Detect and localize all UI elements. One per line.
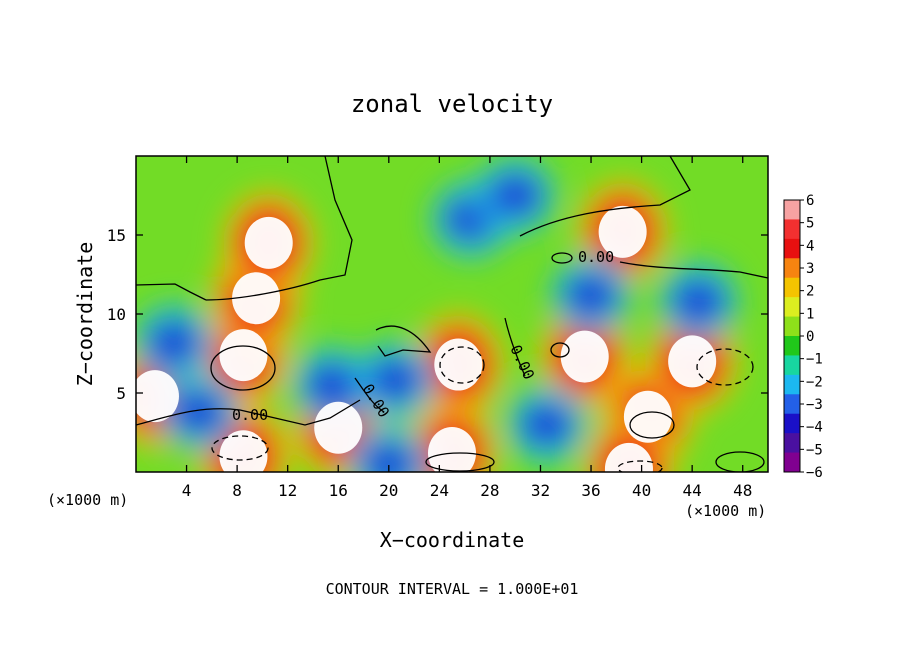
zero-contour <box>619 261 768 279</box>
heatmap-field: 0.00 0.00 0.00 0.00 <box>136 156 768 472</box>
negative-anomaly-core <box>305 363 359 408</box>
colorbar-swatch <box>784 200 800 220</box>
colorbar: 6 5 4 3 2 1 0 −1 −2 −3 −4 −5 −6 <box>783 193 823 481</box>
colorbar-tick-label: 2 <box>806 284 814 300</box>
saturated-core <box>244 216 293 269</box>
colorbar-tick-label: −6 <box>806 465 823 481</box>
colorbar-swatch <box>784 413 800 434</box>
zero-contour <box>136 399 361 426</box>
y-axis: 5 10 15 <box>107 226 768 403</box>
x-tick-label: 8 <box>232 481 242 500</box>
x-tick-label: 44 <box>683 481 702 500</box>
colorbar-tick-label: 6 <box>806 193 814 209</box>
zero-contour <box>136 283 207 301</box>
negative-anomaly-core <box>147 320 201 365</box>
y-tick-label: 10 <box>107 305 126 324</box>
x-tick-label: 32 <box>531 481 550 500</box>
x-tick-label: 48 <box>733 481 752 500</box>
colorbar-swatch <box>784 316 800 337</box>
saturated-core <box>427 427 477 472</box>
x-tick-label: 16 <box>329 481 348 500</box>
colorbar-swatch <box>784 336 800 356</box>
contour-ring <box>550 342 570 358</box>
saturated-core <box>560 330 609 383</box>
colorbar-tick-label: 0 <box>806 329 814 345</box>
x-tick-label: 20 <box>379 481 398 500</box>
colorbar-swatch <box>784 297 800 318</box>
contour-ring <box>629 411 675 439</box>
y-tick-label: 5 <box>116 384 126 403</box>
saturated-core <box>232 272 281 325</box>
x-tick-label: 24 <box>430 481 449 500</box>
x-axis-label: X−coordinate <box>380 528 525 552</box>
contour-lines <box>136 156 768 472</box>
dashed-contour <box>617 460 663 472</box>
saturated-core <box>668 335 717 388</box>
dashed-contour <box>439 346 485 384</box>
dashed-contour <box>211 435 269 461</box>
saturated-core <box>219 430 268 472</box>
colorbar-tick-label: 1 <box>806 306 814 322</box>
y-axis-label: Z−coordinate <box>73 242 97 387</box>
negative-anomaly-core <box>368 358 422 403</box>
negative-anomaly-core <box>520 402 574 447</box>
colorbar-tick-label: 3 <box>806 261 814 277</box>
x-unit-right: (×1000 m) <box>685 502 766 520</box>
dashed-contour <box>696 348 754 386</box>
contour-ring <box>715 451 765 472</box>
negative-anomaly-core <box>671 279 726 324</box>
colorbar-tick-label: −3 <box>806 397 823 413</box>
colorbar-tick-label: −1 <box>806 352 823 368</box>
x-unit-left: (×1000 m) <box>47 491 128 509</box>
zero-contour <box>375 325 432 357</box>
zero-contour <box>519 156 691 237</box>
negative-anomaly-core <box>564 273 618 318</box>
zero-contour <box>504 317 526 377</box>
saturated-core <box>219 329 268 382</box>
colorbar-swatch <box>784 433 800 454</box>
negative-anomaly-core <box>362 442 416 472</box>
negative-anomaly-core <box>172 389 226 434</box>
contour-interval-note: CONTOUR INTERVAL = 1.000E+01 <box>326 580 579 598</box>
zero-contour <box>354 377 385 413</box>
saturated-core <box>604 442 653 472</box>
x-tick-label: 28 <box>480 481 499 500</box>
x-tick-label: 12 <box>278 481 297 500</box>
colorbar-tick-label: −5 <box>806 442 823 458</box>
chart-title: zonal velocity <box>351 90 553 118</box>
colorbar-swatch <box>784 452 800 473</box>
contour-ring <box>551 252 573 264</box>
contour-label: 0.00 <box>578 248 614 266</box>
y-tick-label: 15 <box>107 226 126 245</box>
contour-ring <box>210 345 276 391</box>
x-tick-label: 40 <box>632 481 651 500</box>
colorbar-swatch <box>784 394 800 415</box>
zero-contour <box>205 156 353 301</box>
contour-label: 0.00 <box>232 406 268 424</box>
saturated-core <box>136 370 179 423</box>
colorbar-swatch <box>784 355 800 376</box>
x-tick-label: 4 <box>182 481 192 500</box>
colorbar-tick-label: −4 <box>806 420 823 436</box>
x-axis: 4 8 12 16 20 24 28 32 36 40 44 48 <box>182 156 752 500</box>
colorbar-tick-label: 4 <box>806 238 814 254</box>
saturated-core <box>623 390 672 443</box>
core-layer <box>136 205 717 472</box>
colorbar-tick-label: 5 <box>806 216 814 232</box>
colorbar-swatch <box>784 238 800 259</box>
colorbar-tick-label: −2 <box>806 374 823 390</box>
saturated-core <box>434 338 483 391</box>
negative-anomaly-core <box>488 173 542 218</box>
colorbar-swatch <box>784 374 800 395</box>
colorbar-swatch <box>784 219 800 240</box>
colorbar-swatch <box>784 277 800 298</box>
saturated-core <box>314 401 363 454</box>
x-tick-label: 36 <box>581 481 600 500</box>
contour-ring <box>425 452 495 472</box>
colorbar-swatch <box>784 258 800 279</box>
saturated-core <box>598 205 647 258</box>
